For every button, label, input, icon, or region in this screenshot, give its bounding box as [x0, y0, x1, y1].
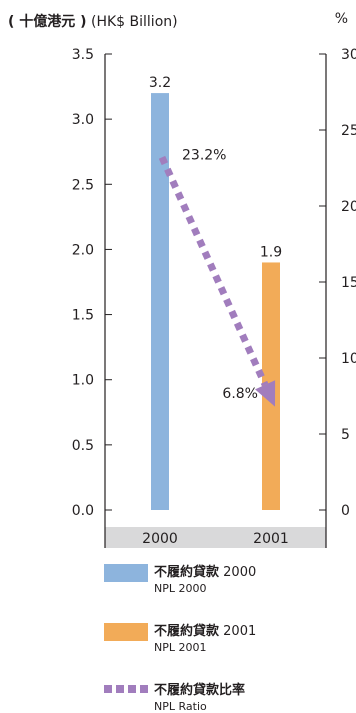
right-axis-unit: % [334, 11, 348, 27]
bar-2000 [151, 93, 169, 510]
legend-zh-label: 不履約貸款比率 [154, 683, 246, 698]
left-axis-tick-label: 1.0 [72, 373, 94, 389]
right-axis-tick-label: 25 [341, 123, 356, 139]
legend-en-label: NPL Ratio [154, 700, 207, 713]
left-axis-unit-zh: ( 十億港元 ) [8, 14, 87, 30]
left-axis-tick-label: 1.5 [72, 308, 94, 324]
left-axis-tick-label: 2.0 [72, 242, 94, 258]
legend-swatch-npl-ratio [104, 685, 148, 693]
legend-en-label: NPL 2000 [154, 582, 207, 595]
ratio-label-2001: 6.8% [222, 386, 258, 402]
right-axis-tick-label: 15 [341, 275, 356, 291]
bar-value-label: 1.9 [260, 244, 282, 260]
right-axis-tick-label: 5 [341, 427, 350, 443]
npl-ratio-line [158, 155, 269, 387]
bar-value-label: 3.2 [149, 75, 171, 91]
legend-en-label: NPL 2001 [154, 641, 207, 654]
legend-zh-label: 不履約貸款 [154, 624, 220, 639]
left-axis-tick-label: 0.0 [72, 503, 94, 519]
right-axis-tick-label: 10 [341, 351, 356, 367]
x-axis-tick-label: 2001 [253, 531, 289, 547]
legend-zh-year: 2001 [219, 624, 257, 639]
npl-ratio-arrowhead [255, 380, 276, 407]
left-axis-tick-label: 2.5 [72, 177, 94, 193]
legend-zh-year: 2000 [219, 565, 257, 580]
left-axis-tick-label: 3.5 [72, 47, 94, 63]
left-axis-unit-en: (HK$ Billion) [91, 14, 178, 30]
ratio-label-2000: 23.2% [182, 147, 226, 163]
left-axis-unit: ( 十億港元 ) (HK$ Billion) [8, 11, 178, 31]
legend-zh-label: 不履約貸款 [154, 565, 220, 580]
right-axis-tick-label: 20 [341, 199, 356, 215]
left-axis-tick-label: 3.0 [72, 112, 94, 128]
right-axis-tick-label: 0 [341, 503, 350, 519]
right-axis-tick-label: 30 [341, 47, 356, 63]
legend-swatch-npl-2001 [104, 623, 148, 641]
x-axis-tick-label: 2000 [142, 531, 178, 547]
legend-swatch-npl-2000 [104, 564, 148, 582]
x-axis-band [105, 527, 326, 548]
left-axis-tick-label: 0.5 [72, 438, 94, 454]
